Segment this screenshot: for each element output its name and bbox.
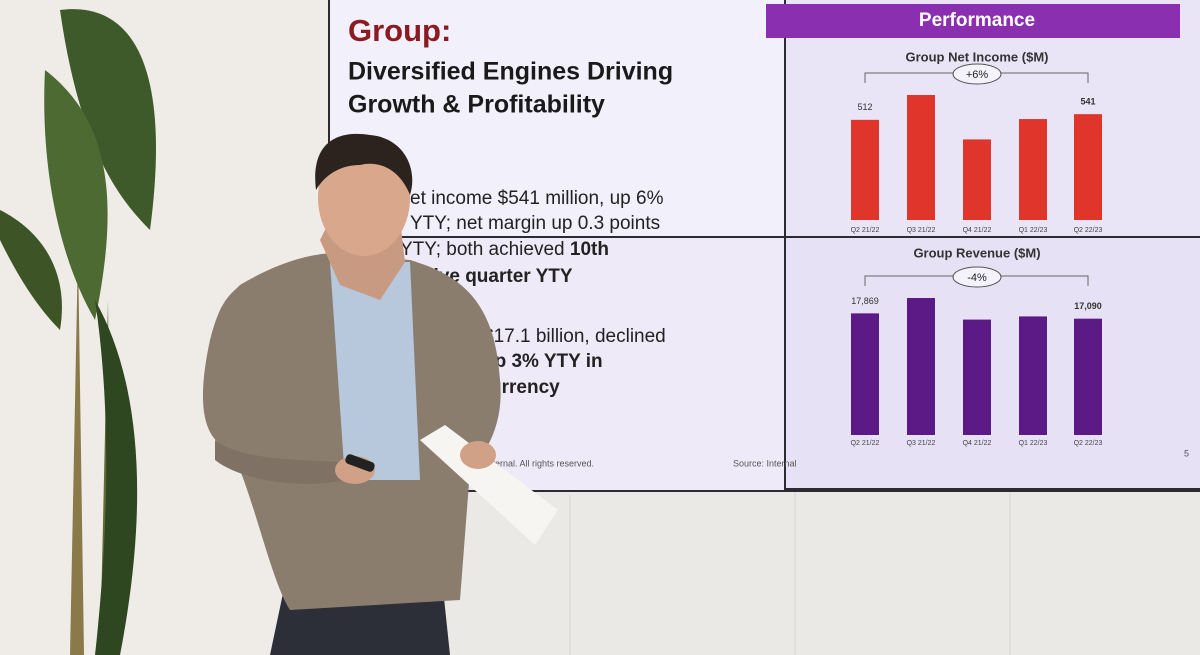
x-tick-label: Q2 22/23 <box>1074 227 1103 234</box>
bullet-part: $17.1 billion, declined <box>483 326 666 347</box>
plant <box>0 9 156 655</box>
bar <box>851 313 879 435</box>
annotation: +6% <box>966 69 989 81</box>
x-tick-label: Q4 21/22 <box>963 227 992 234</box>
footer-text: vo Internal. All rights reserved. <box>473 458 594 468</box>
page-number: 5 <box>1184 448 1189 458</box>
annotation-oval <box>952 266 1002 288</box>
slide-subtitle: Growth & Profitability <box>348 91 605 119</box>
x-tick-label: Q1 22/23 <box>1019 440 1048 447</box>
x-tick-label: Q1 22/23 <box>1019 227 1048 234</box>
bullet-part: YTY; net margin up 0.3 points <box>410 213 660 234</box>
bullet-text: $17.1 billion, declined <box>483 326 666 347</box>
x-tick-label: Q3 21/22 <box>907 440 936 447</box>
slide-subtitle: Diversified Engines Driving <box>348 58 673 86</box>
bullet-text: urrency <box>490 377 560 398</box>
bar <box>1074 114 1102 220</box>
x-tick-label: Q2 22/23 <box>1074 440 1103 447</box>
bar <box>907 95 935 220</box>
annotation-oval <box>952 63 1002 85</box>
bullet-part: urrency <box>490 377 560 398</box>
bullet-text: et income $541 million, up 6% <box>410 188 664 209</box>
x-tick-label: Q3 21/22 <box>907 227 936 234</box>
bar <box>851 119 879 220</box>
bullet-text: YTY; net margin up 0.3 points <box>410 213 660 234</box>
slide-title: Group: <box>348 13 451 48</box>
bullet-part: YTY; both achieved <box>400 239 570 260</box>
panel-header: Performance <box>919 10 1035 31</box>
wall-lower <box>440 490 1200 655</box>
bullet-text: YTY; both achieved 10th <box>400 239 609 260</box>
value-label: 512 <box>857 102 872 112</box>
bullet-part: et income $541 million, up 6% <box>410 188 664 209</box>
presenter <box>202 133 558 655</box>
x-tick-label: Q2 21/22 <box>851 440 880 447</box>
charts: Group Net Income ($M) +6% Q2 21/22 512 Q3 21… <box>851 49 1103 446</box>
bar <box>963 319 991 435</box>
bar <box>1074 318 1102 435</box>
bar <box>1019 119 1047 220</box>
value-label: 17,090 <box>1074 301 1102 311</box>
bullet-text: up 3% YTY in <box>483 351 603 372</box>
chart-title: Group Net Income ($M) <box>905 49 1048 64</box>
bar <box>907 298 935 435</box>
x-tick-label: Q4 21/22 <box>963 440 992 447</box>
bullet-part: up 3% YTY in <box>483 351 603 372</box>
x-tick-label: Q2 21/22 <box>851 227 880 234</box>
source-text: Source: Internal <box>733 458 797 468</box>
bar <box>1019 316 1047 435</box>
chart-title: Group Revenue ($M) <box>913 245 1040 260</box>
panel-header-bar <box>766 4 1180 38</box>
annotation: -4% <box>967 272 987 284</box>
bullet-part: 10th <box>570 239 609 260</box>
value-label: 541 <box>1080 97 1095 107</box>
value-label: 17,869 <box>851 296 879 306</box>
bar <box>963 139 991 220</box>
